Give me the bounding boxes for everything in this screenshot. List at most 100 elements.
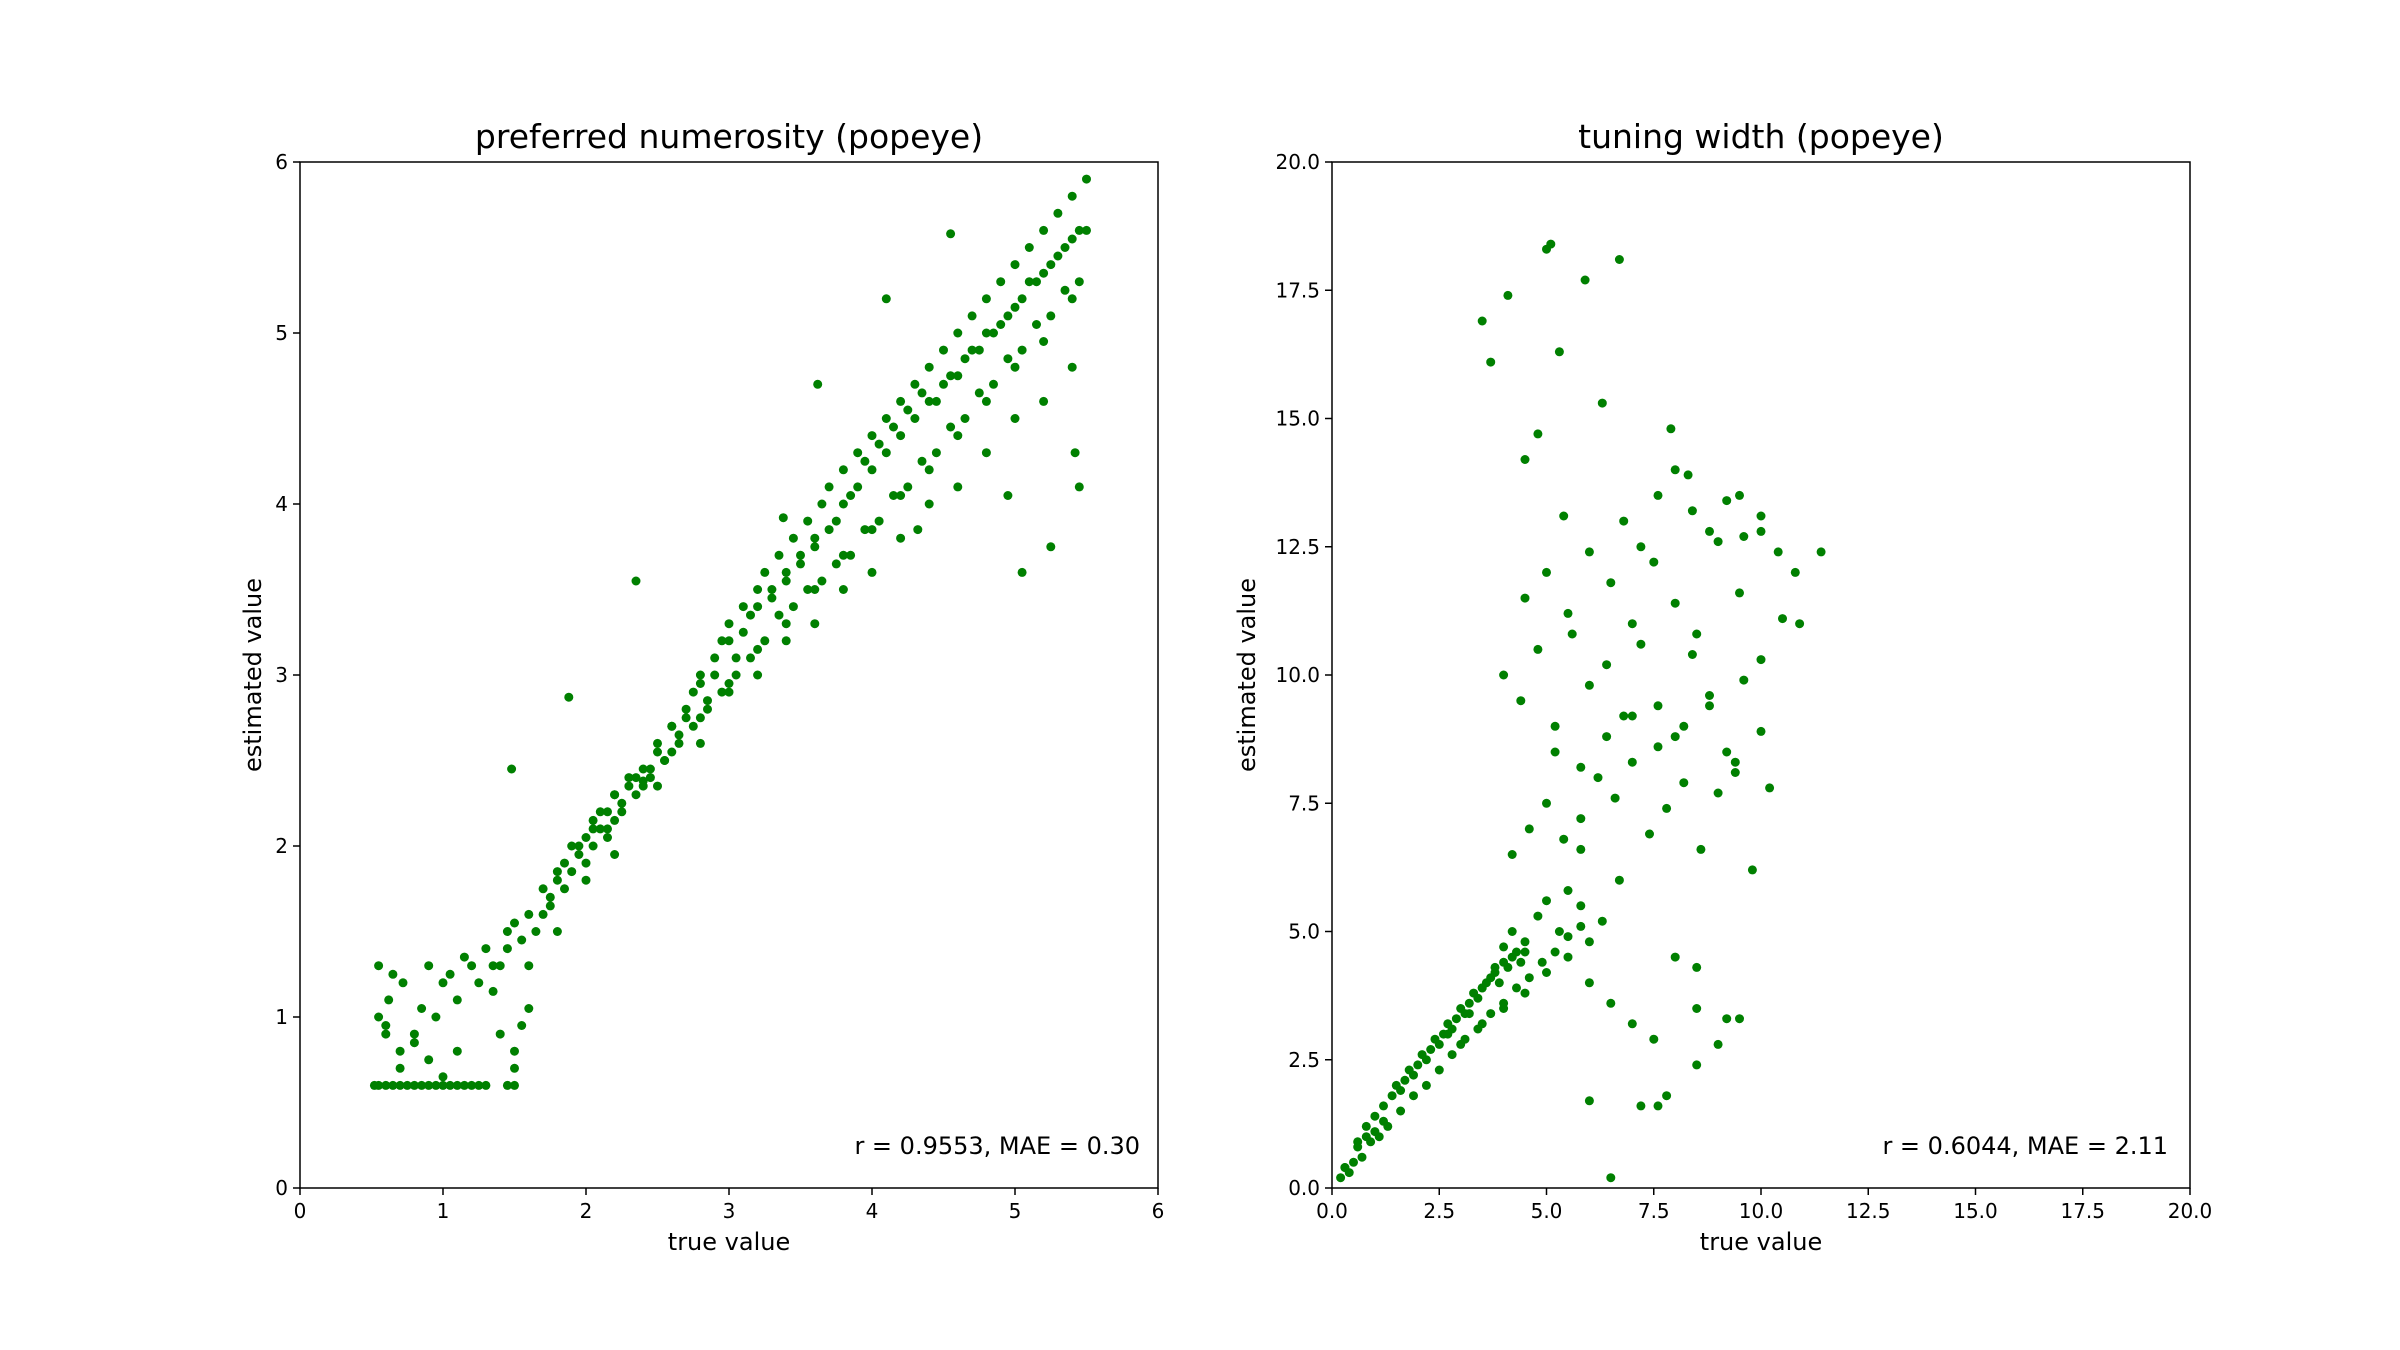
scatter-point <box>774 550 784 560</box>
scatter-point <box>1503 962 1513 972</box>
scatter-point <box>1039 225 1049 235</box>
scatter-point <box>1593 773 1603 783</box>
scatter-point <box>760 567 770 577</box>
scatter-point <box>1074 277 1084 287</box>
scatter-point <box>1067 191 1077 201</box>
scatter-point <box>1614 875 1624 885</box>
scatter-point <box>838 550 848 560</box>
scatter-point <box>1520 988 1530 998</box>
scatter-point <box>1670 598 1680 608</box>
scatter-point <box>1554 927 1564 936</box>
scatter-point <box>603 807 612 817</box>
scatter-point <box>717 636 727 646</box>
scatter-point <box>695 679 705 688</box>
scatter-point <box>1387 1091 1397 1101</box>
y-tick-label: 7.5 <box>1288 791 1320 815</box>
scatter-point <box>1464 1009 1474 1019</box>
scatter-point <box>1662 1091 1672 1101</box>
scatter-point <box>1576 762 1586 772</box>
scatter-point <box>1060 285 1070 295</box>
y-tick-label: 20.0 <box>1275 150 1320 174</box>
scatter-point <box>724 687 734 697</box>
scatter-points <box>1336 239 1826 1183</box>
scatter-point <box>1653 490 1663 500</box>
scatter-point <box>1046 311 1056 321</box>
scatter-point <box>1067 362 1077 372</box>
scatter-point <box>796 550 805 560</box>
scatter-point <box>838 585 848 594</box>
y-tick-label: 2.5 <box>1288 1048 1320 1072</box>
scatter-point <box>924 465 934 475</box>
scatter-point <box>903 482 913 492</box>
scatter-point <box>1067 294 1077 304</box>
scatter-point <box>1426 1045 1436 1054</box>
scatter-point <box>1336 1173 1346 1183</box>
scatter-point <box>710 653 720 663</box>
scatter-point <box>1559 834 1569 844</box>
scatter-point <box>624 781 634 791</box>
scatter-point <box>867 465 877 475</box>
scatter-point <box>881 294 891 304</box>
scatter-point <box>667 721 677 731</box>
scatter-point <box>1017 294 1027 304</box>
y-axis-ticks: 0.0 2.5 5.0 7.5 10.0 12.5 15.0 17.5 20.0 <box>1275 150 1332 1200</box>
scatter-point <box>960 354 970 364</box>
scatter-point <box>767 585 777 594</box>
chart-title: tuning width (popeye) <box>1578 117 1944 156</box>
scatter-point <box>459 1080 469 1090</box>
scatter-point <box>1576 844 1586 854</box>
scatter-point <box>860 525 870 535</box>
scatter-point <box>567 841 577 851</box>
scatter-point <box>409 1080 419 1090</box>
y-tick-label: 2 <box>275 834 288 858</box>
stats-annotation: r = 0.6044, MAE = 2.11 <box>1882 1132 2168 1160</box>
scatter-point <box>1563 932 1573 942</box>
x-axis-label: true value <box>1700 1228 1822 1256</box>
scatter-point <box>896 491 906 500</box>
scatter-point <box>981 396 991 406</box>
scatter-point <box>1024 277 1034 287</box>
scatter-point <box>581 858 591 868</box>
scatter-point <box>960 414 970 423</box>
scatter-point <box>946 371 956 381</box>
scatter-point <box>1606 1173 1616 1183</box>
scatter-point <box>781 567 791 577</box>
scatter-point <box>1464 998 1474 1008</box>
scatter-point <box>1542 968 1551 977</box>
x-axis-label: true value <box>668 1228 790 1256</box>
scatter-point <box>1765 783 1775 793</box>
scatter-point <box>424 961 434 971</box>
scatter-point <box>524 961 534 971</box>
scatter-point <box>1705 701 1714 711</box>
scatter-point <box>781 636 791 646</box>
scatter-point <box>803 585 813 594</box>
scatter-point <box>824 525 834 535</box>
scatter-point <box>538 884 548 894</box>
scatter-point <box>674 730 684 740</box>
scatter-point <box>624 773 634 783</box>
scatter-point <box>1396 1086 1406 1095</box>
scatter-points <box>369 174 1091 1090</box>
scatter-point <box>1032 277 1041 287</box>
scatter-point <box>1687 506 1697 516</box>
scatter-point <box>953 431 963 441</box>
scatter-point <box>1584 547 1594 557</box>
scatter-point <box>939 379 948 389</box>
scatter-point <box>1524 973 1534 983</box>
scatter-point <box>507 764 517 774</box>
scatter-point <box>1705 691 1714 700</box>
scatter-point <box>953 482 963 492</box>
scatter-point <box>1053 251 1063 261</box>
scatter-point <box>846 491 856 500</box>
scatter-point <box>564 692 574 702</box>
scatter-point <box>631 576 641 586</box>
scatter-point <box>1584 1096 1594 1106</box>
scatter-point <box>495 1029 505 1039</box>
scatter-point <box>853 482 863 492</box>
scatter-point <box>631 790 641 800</box>
scatter-point <box>1713 1039 1723 1049</box>
scatter-point <box>502 1080 512 1090</box>
x-tick-label: 0.0 <box>1316 1199 1348 1223</box>
scatter-point <box>452 995 462 1005</box>
